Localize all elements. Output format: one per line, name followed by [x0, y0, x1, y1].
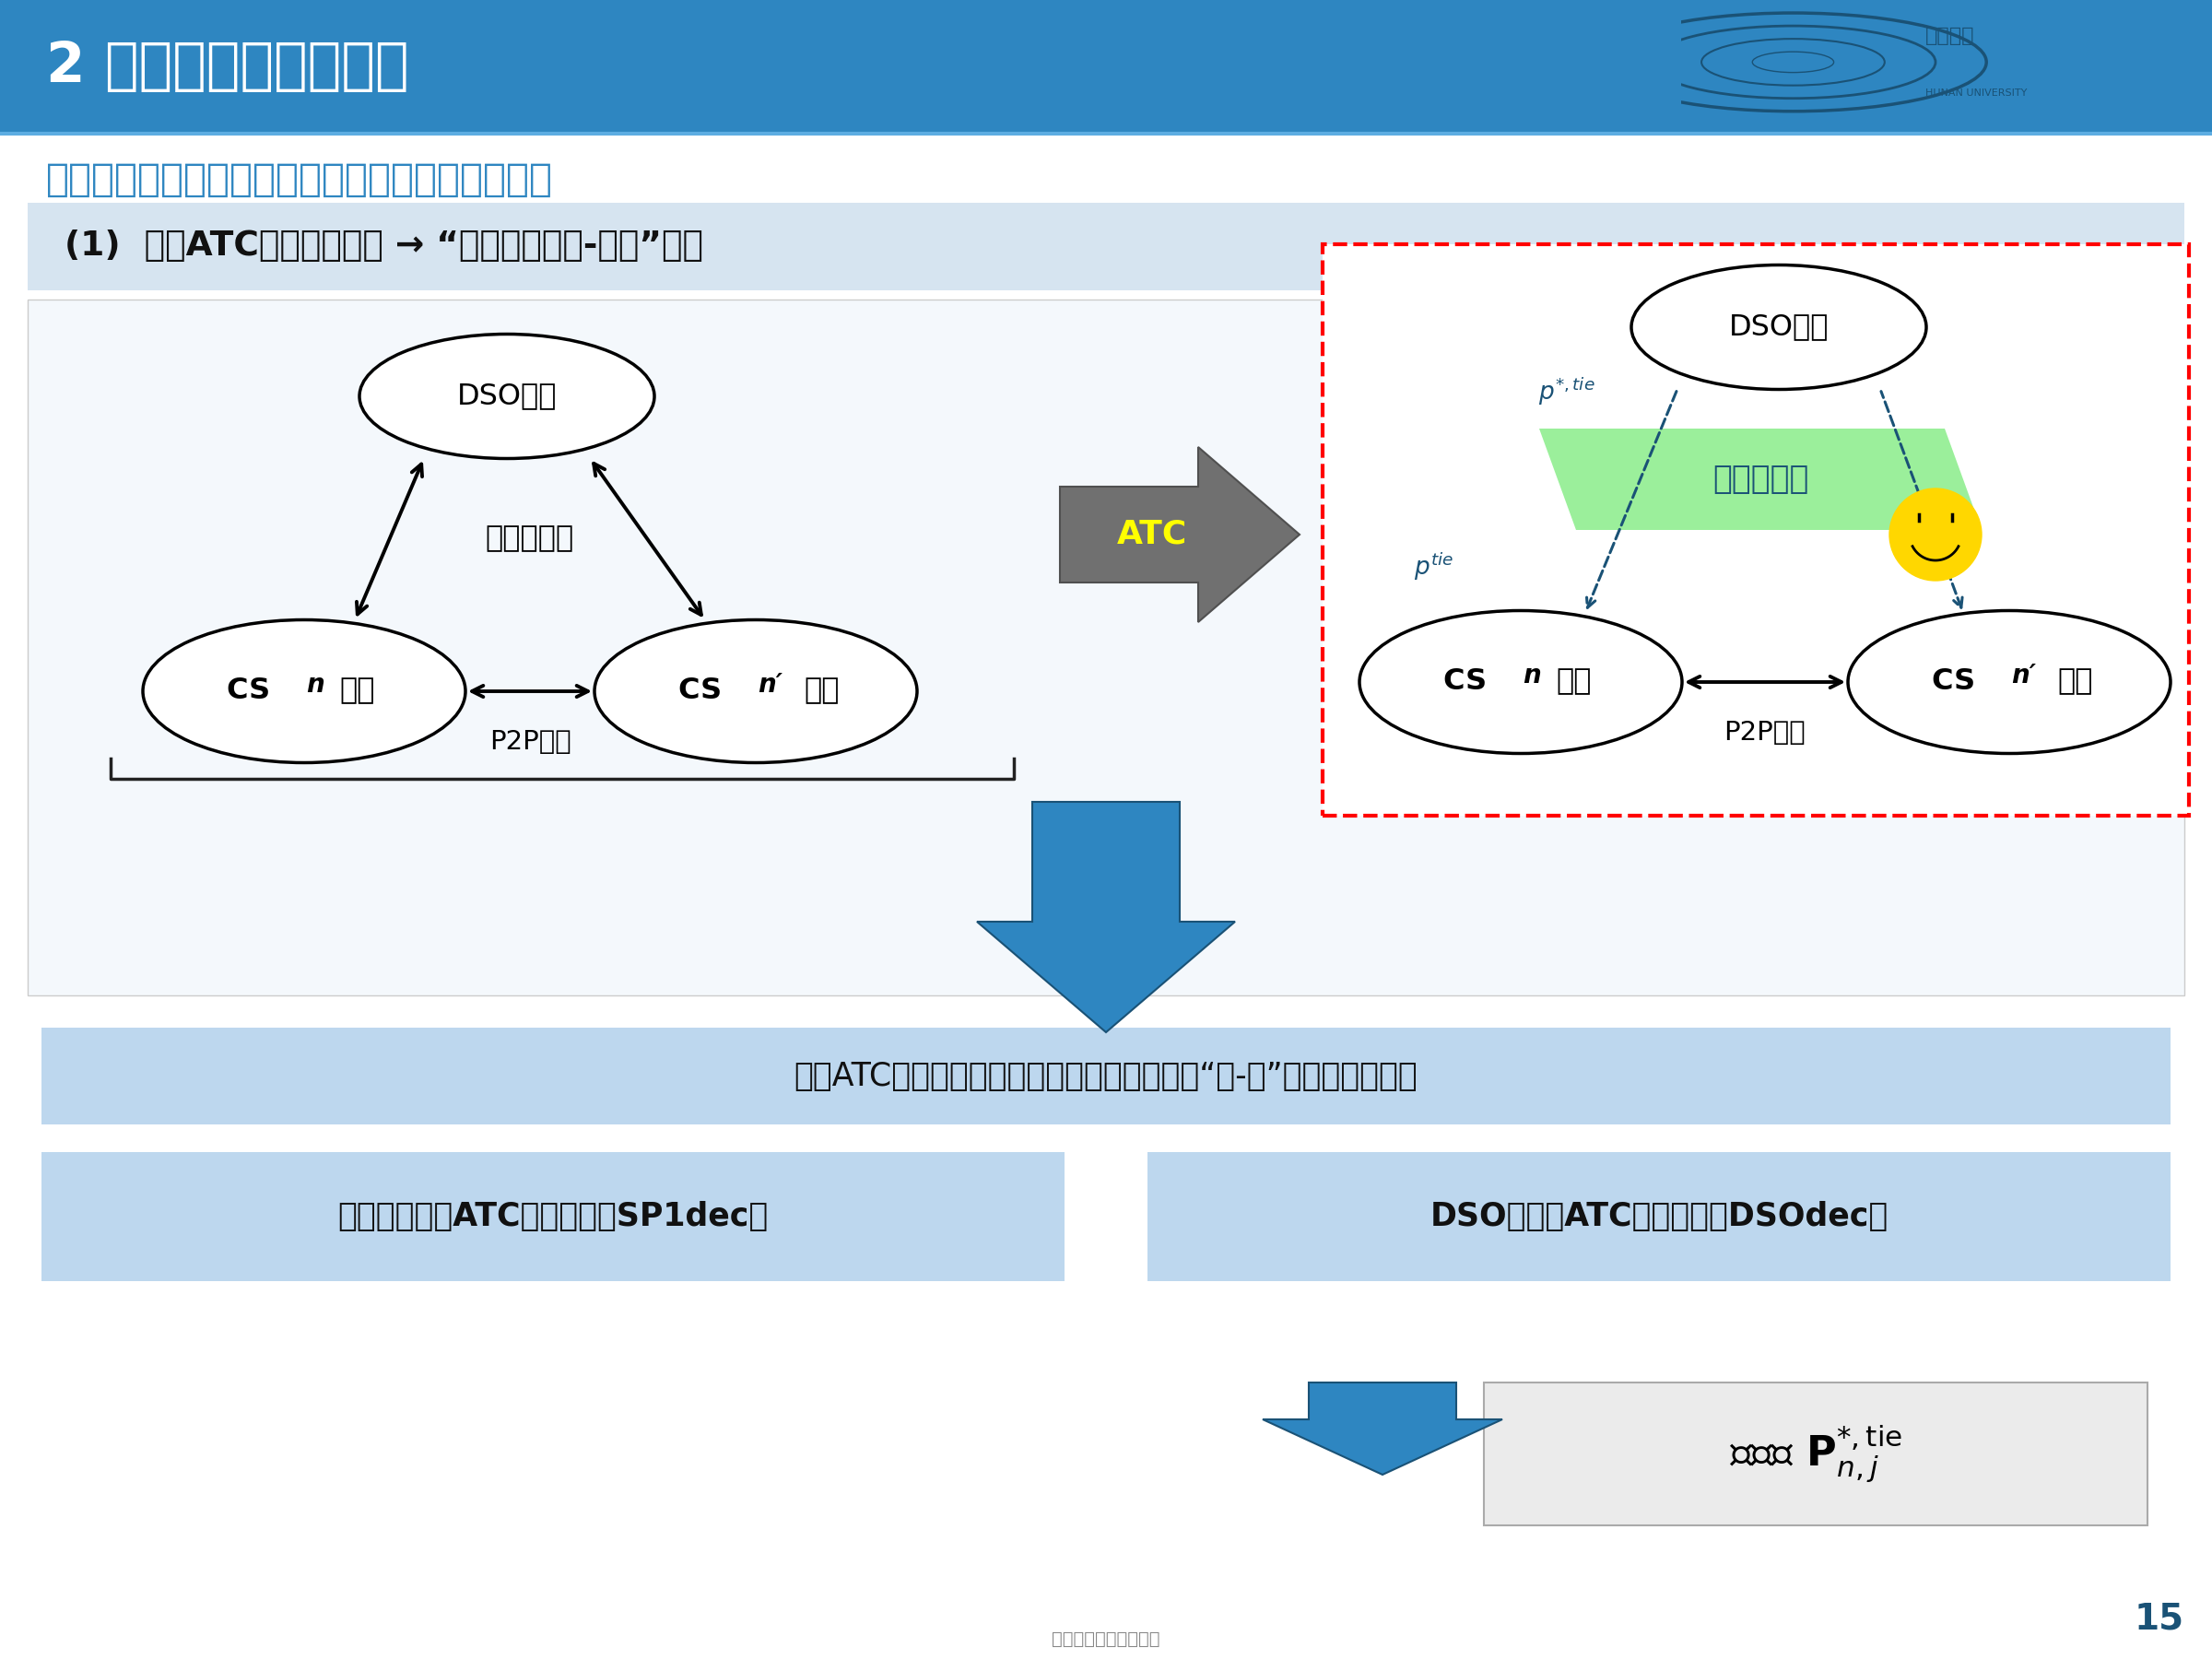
Ellipse shape: [358, 333, 655, 458]
Text: n: n: [1522, 662, 1542, 688]
FancyBboxPatch shape: [27, 300, 2185, 995]
Text: n: n: [305, 672, 325, 698]
Text: 模型: 模型: [803, 677, 838, 705]
Text: 基于ATC，松弛一致性约束至目标函数，实现“站-网”双层结构的解耦: 基于ATC，松弛一致性约束至目标函数，实现“站-网”双层结构的解耦: [794, 1060, 1418, 1092]
Text: 模型: 模型: [338, 677, 374, 705]
FancyBboxPatch shape: [27, 202, 2185, 290]
Ellipse shape: [1360, 611, 1681, 753]
Text: CS: CS: [1931, 667, 1986, 697]
Ellipse shape: [595, 620, 918, 763]
Text: (1)  基于ATC双层解耦结构 → “多充电站联盟-电网”互动: (1) 基于ATC双层解耦结构 → “多充电站联盟-电网”互动: [64, 229, 703, 262]
FancyBboxPatch shape: [1484, 1382, 2148, 1525]
Ellipse shape: [1632, 265, 1927, 390]
Text: n′: n′: [757, 672, 783, 698]
Text: 联络线 $\mathbf{P}_{n,j}^{*,\mathrm{tie}}$: 联络线 $\mathbf{P}_{n,j}^{*,\mathrm{tie}}$: [1730, 1423, 1902, 1485]
Text: 《电工技术学报》发布: 《电工技术学报》发布: [1053, 1631, 1159, 1647]
Text: HUNAN UNIVERSITY: HUNAN UNIVERSITY: [1924, 88, 2026, 98]
Ellipse shape: [1847, 611, 2170, 753]
FancyBboxPatch shape: [42, 1151, 1064, 1281]
Text: P2P耦合: P2P耦合: [489, 728, 571, 755]
Text: 湖南大学: 湖南大学: [1924, 27, 1975, 45]
FancyBboxPatch shape: [1323, 244, 2190, 816]
Text: DSO模型: DSO模型: [458, 382, 557, 411]
FancyBboxPatch shape: [1148, 1151, 2170, 1281]
Polygon shape: [1263, 1382, 1502, 1475]
Text: CS: CS: [226, 677, 281, 705]
Text: 联络线解耦: 联络线解耦: [1712, 463, 1809, 494]
Text: $p^{*,tie}$: $p^{*,tie}$: [1537, 377, 1595, 408]
Text: 关键问题三：双层与并行耦合下，多主体隐私保护: 关键问题三：双层与并行耦合下，多主体隐私保护: [46, 161, 553, 199]
Text: CS: CS: [679, 677, 732, 705]
Text: P2P耦合: P2P耦合: [1723, 720, 1805, 745]
Polygon shape: [1540, 428, 1982, 529]
Text: 充电站效益－ATC解耦模型（SP1dec）: 充电站效益－ATC解耦模型（SP1dec）: [338, 1201, 768, 1233]
FancyBboxPatch shape: [42, 1027, 2170, 1125]
Text: 2 关键问题与解决方案: 2 关键问题与解决方案: [46, 40, 409, 93]
Text: 联络线耦合: 联络线耦合: [487, 524, 575, 554]
Polygon shape: [1060, 446, 1301, 622]
Text: $p^{tie}$: $p^{tie}$: [1413, 551, 1453, 582]
Text: CS: CS: [1442, 667, 1498, 697]
Polygon shape: [978, 801, 1234, 1032]
Text: n′: n′: [2011, 662, 2035, 688]
Text: DSO模型: DSO模型: [1730, 314, 1829, 342]
Text: 模型: 模型: [2057, 667, 2093, 697]
Circle shape: [1889, 488, 1982, 581]
FancyBboxPatch shape: [0, 0, 2212, 134]
Text: DSO优化－ATC解耦模型（DSOdec）: DSO优化－ATC解耦模型（DSOdec）: [1429, 1201, 1889, 1233]
Text: 模型: 模型: [1555, 667, 1590, 697]
Text: 15: 15: [2135, 1601, 2185, 1636]
Text: ATC: ATC: [1117, 519, 1188, 551]
Ellipse shape: [144, 620, 465, 763]
